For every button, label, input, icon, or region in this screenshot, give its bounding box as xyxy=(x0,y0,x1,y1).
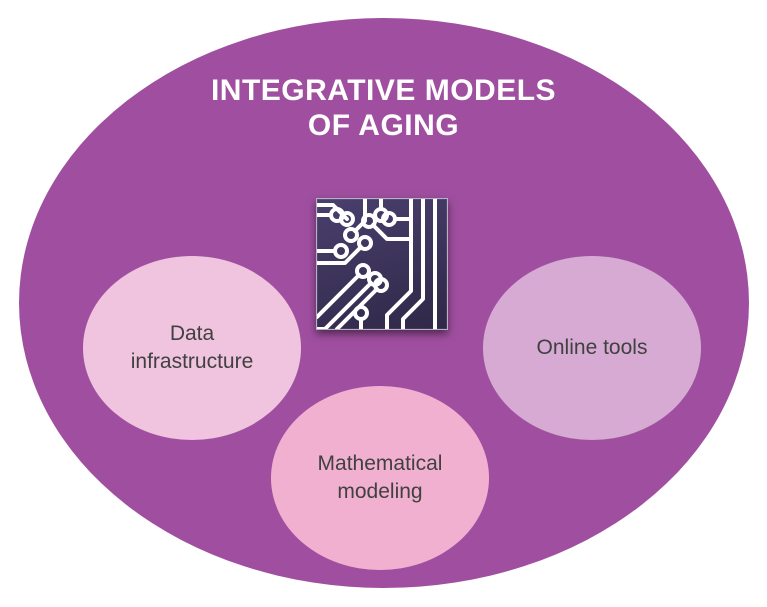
sub-ellipse-label: Mathematical xyxy=(318,450,443,478)
sub-ellipse-tools: Online tools xyxy=(483,256,701,440)
diagram-stage: INTEGRATIVE MODELS OF AGING Datainfrastr… xyxy=(0,0,767,607)
sub-ellipse-label: Data xyxy=(131,320,254,348)
circuit-traces xyxy=(317,199,447,329)
title-line-2: OF AGING xyxy=(308,109,459,142)
diagram-title: INTEGRATIVE MODELS OF AGING xyxy=(0,74,767,143)
sub-ellipse-math: Mathematicalmodeling xyxy=(271,386,489,570)
sub-ellipse-data: Datainfrastructure xyxy=(83,256,301,440)
title-line-1: INTEGRATIVE MODELS xyxy=(211,74,556,107)
circuit-board-icon xyxy=(316,198,448,330)
sub-ellipse-label: infrastructure xyxy=(131,348,254,376)
sub-ellipse-label: Online tools xyxy=(537,334,648,362)
sub-ellipse-label: modeling xyxy=(318,478,443,506)
